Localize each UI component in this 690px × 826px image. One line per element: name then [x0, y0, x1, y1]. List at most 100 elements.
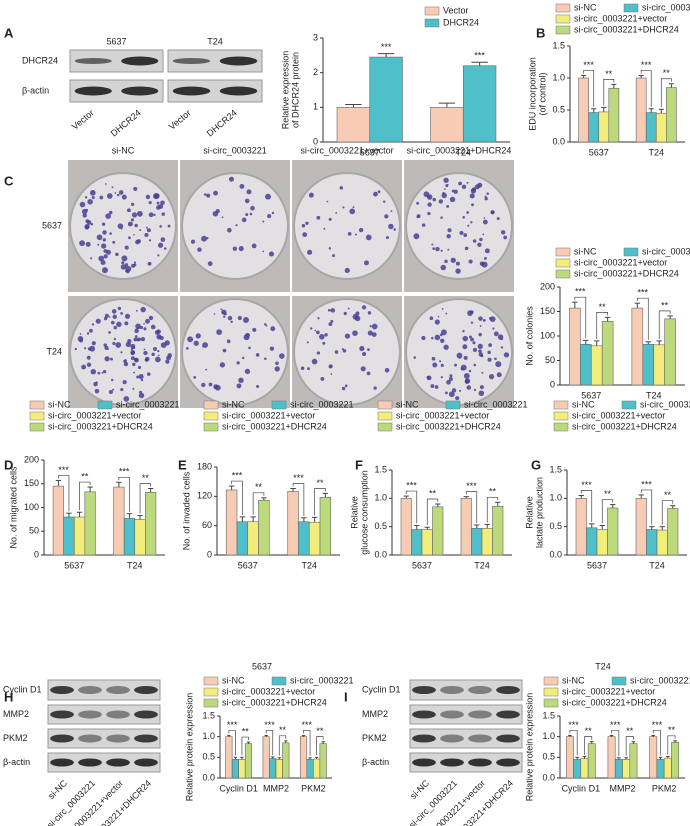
significance: ***: [641, 60, 652, 70]
bar: [400, 498, 412, 556]
colony-dot: [241, 356, 245, 360]
colony-dot: [473, 363, 477, 367]
colony-dot: [471, 187, 477, 192]
blot-band: [74, 86, 112, 96]
colony-dot: [270, 326, 276, 332]
colony-column-label: si-NC: [112, 145, 135, 155]
significance: ***: [227, 720, 238, 730]
error-bar: [284, 740, 288, 743]
colony-dot: [428, 195, 431, 198]
colony-dot: [145, 226, 148, 229]
colony-dot: [110, 357, 113, 361]
colony-dot: [486, 192, 489, 195]
bar: [262, 736, 270, 779]
colony-dot: [138, 392, 145, 399]
colony-dot: [160, 200, 165, 206]
colony-dot: [127, 221, 133, 227]
bar: [225, 736, 233, 779]
colony-dot: [216, 329, 222, 336]
colony-dot: [164, 247, 167, 250]
colony-dot: [89, 328, 93, 333]
x-tick-label: Cyclin D1: [562, 783, 601, 793]
significance-bracket: [426, 498, 439, 526]
significance-bracket: [658, 310, 671, 339]
colony-dot: [148, 315, 154, 321]
cell-line-label: T24: [207, 36, 223, 46]
colony-dot: [95, 318, 101, 324]
colony-dot: [492, 327, 495, 330]
significance: **: [585, 726, 593, 736]
legend-label: si-circ_0003221: [290, 675, 354, 685]
colony-dot: [269, 346, 275, 351]
panel-label: G: [531, 457, 541, 472]
colony-dot: [264, 323, 267, 326]
lane-label: si-NC: [408, 778, 431, 801]
colony-dot: [186, 346, 189, 350]
error-bar: [670, 505, 676, 509]
significance: **: [142, 473, 150, 483]
colony-dot: [490, 210, 495, 215]
x-tick-label: MMP2: [609, 783, 635, 793]
significance: ***: [581, 480, 592, 490]
bar: [430, 107, 464, 143]
colony-dot: [484, 195, 487, 198]
colony-dot: [255, 353, 260, 357]
colony-dot: [120, 388, 124, 392]
significance: **: [429, 488, 437, 498]
y-tick-label: 200: [540, 281, 555, 291]
colony-dot: [488, 343, 492, 347]
legend-label: si-circ_0003221+DHCR24: [396, 421, 501, 431]
error-bar: [474, 524, 480, 529]
colony-dot: [481, 261, 488, 268]
significance-bracket: [265, 730, 274, 755]
error-bar: [471, 61, 488, 66]
colony-dot: [193, 340, 199, 346]
bar: [336, 107, 371, 143]
x-tick-label: T24: [648, 147, 664, 157]
colony-dot: [316, 330, 320, 335]
significance: ***: [264, 720, 275, 730]
significance: ***: [638, 288, 649, 298]
significance: **: [489, 487, 497, 497]
legend-label: si-circ_0003221+DHCR24: [48, 421, 153, 431]
blot-strip: [167, 49, 263, 73]
colony-dot: [442, 192, 445, 195]
colony-column-label: si-circ_0003221+vector: [300, 145, 393, 155]
bar: [565, 736, 574, 779]
error-bar: [604, 316, 611, 322]
colony-dot: [262, 220, 265, 223]
colony-dot: [143, 322, 145, 325]
x-tick-label: T24: [474, 560, 490, 570]
colony-dot: [238, 246, 244, 252]
colony-dot: [111, 186, 114, 189]
legend-label: si-NC: [222, 399, 245, 409]
significance-bracket: [241, 736, 249, 756]
x-tick-label: Cyclin D1: [219, 783, 258, 793]
colony-dot: [446, 234, 451, 239]
colony-dot: [206, 193, 211, 198]
blot-row-label: Cyclin D1: [3, 684, 42, 694]
colony-dot: [158, 204, 164, 210]
colony-dot: [443, 177, 449, 183]
legend-label: si-NC: [574, 2, 597, 12]
colony-dot: [135, 309, 138, 312]
cell-line-label: 5637: [106, 36, 126, 46]
blot-strip: [47, 704, 161, 725]
significance: **: [316, 726, 324, 736]
legend-swatch: [203, 411, 219, 421]
colony-dot: [430, 384, 435, 389]
significance: **: [279, 725, 287, 735]
significance-bracket: [316, 736, 324, 756]
bar: [646, 529, 658, 556]
colony-dot: [121, 255, 128, 262]
bar: [492, 505, 504, 556]
significance: ***: [232, 470, 243, 480]
legend-swatch: [424, 18, 440, 28]
colony-dot: [214, 384, 221, 391]
colony-dot: [236, 383, 242, 389]
error-bar: [611, 83, 617, 89]
colony-dot: [130, 202, 135, 207]
colony-dot: [447, 183, 449, 186]
y-tick-label: 150: [24, 478, 39, 488]
legend-swatch: [377, 400, 393, 410]
